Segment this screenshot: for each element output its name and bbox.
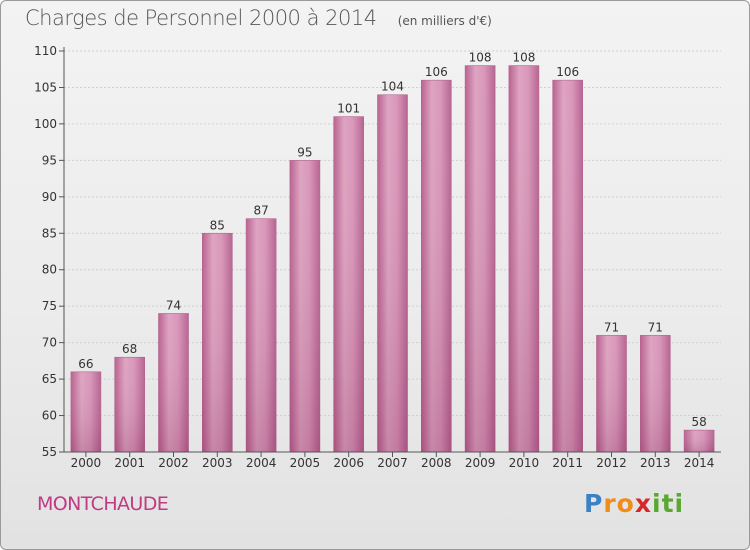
- data-label: 71: [604, 320, 619, 334]
- bar-shade: [465, 65, 496, 452]
- y-tick-label: 65: [42, 372, 57, 386]
- data-label: 106: [556, 65, 579, 79]
- logo-letter: o: [616, 489, 635, 518]
- commune-name: MONTCHAUDE: [37, 493, 169, 515]
- data-label: 108: [469, 51, 492, 65]
- data-label: 104: [381, 80, 404, 94]
- bar-shade: [377, 94, 408, 452]
- chart-title-block: Charges de Personnel 2000 à 2014 (en mil…: [25, 6, 492, 30]
- x-tick-label: 2012: [596, 456, 627, 470]
- data-label: 71: [648, 320, 663, 334]
- logo-letter: r: [603, 489, 617, 518]
- x-tick-label: 2005: [290, 456, 321, 470]
- bar-shade: [640, 335, 671, 452]
- y-tick-label: 105: [34, 80, 57, 94]
- bar-shade: [552, 80, 583, 452]
- logo-letter: P: [584, 489, 604, 518]
- bar-shade: [70, 371, 101, 452]
- x-tick-label: 2001: [114, 456, 145, 470]
- x-tick-label: 2002: [158, 456, 189, 470]
- logo-letter: x: [634, 489, 652, 518]
- y-tick-label: 55: [42, 445, 57, 459]
- logo-letter: t: [661, 489, 675, 518]
- data-label: 66: [78, 357, 93, 371]
- chart-subtitle: (en milliers d'€): [397, 14, 492, 28]
- chart-title: Charges de Personnel 2000 à 2014: [25, 6, 377, 30]
- x-tick-label: 2008: [421, 456, 452, 470]
- y-tick-label: 80: [42, 263, 57, 277]
- bar-shade: [421, 80, 452, 452]
- bar-shade: [508, 65, 539, 452]
- data-label: 108: [512, 51, 535, 65]
- data-label: 74: [166, 298, 181, 312]
- logo-letter: i: [674, 489, 685, 518]
- x-tick-label: 2009: [465, 456, 496, 470]
- bar-shade: [158, 313, 189, 452]
- bar-shade: [333, 116, 364, 453]
- data-label: 58: [691, 415, 706, 429]
- data-label: 85: [210, 218, 225, 232]
- y-tick-label: 70: [42, 336, 57, 350]
- x-tick-label: 2003: [202, 456, 233, 470]
- data-label: 95: [297, 145, 312, 159]
- bar-shade: [684, 430, 715, 452]
- bar-shade: [202, 233, 233, 452]
- x-tick-label: 2013: [640, 456, 671, 470]
- x-tick-label: 2007: [377, 456, 408, 470]
- x-tick-label: 2000: [71, 456, 102, 470]
- y-tick-label: 95: [42, 153, 57, 167]
- data-label: 101: [337, 102, 360, 116]
- x-tick-label: 2006: [333, 456, 364, 470]
- y-tick-label: 110: [34, 44, 57, 58]
- bar-shade: [246, 218, 277, 452]
- x-tick-label: 2010: [509, 456, 540, 470]
- data-label: 87: [253, 204, 268, 218]
- x-tick-label: 2014: [684, 456, 715, 470]
- logo-letter: i: [652, 489, 662, 518]
- bar-shade: [114, 357, 145, 452]
- x-tick-label: 2011: [552, 456, 583, 470]
- y-tick-label: 100: [34, 117, 57, 131]
- y-tick-label: 90: [42, 190, 57, 204]
- y-tick-label: 60: [42, 409, 57, 423]
- data-label: 106: [425, 65, 448, 79]
- data-label: 68: [122, 342, 137, 356]
- y-tick-label: 85: [42, 226, 57, 240]
- bar-shade: [596, 335, 627, 452]
- x-tick-label: 2004: [246, 456, 277, 470]
- bar-shade: [289, 160, 320, 452]
- proxiti-logo: Proxiti: [584, 489, 684, 518]
- y-tick-label: 75: [42, 299, 57, 313]
